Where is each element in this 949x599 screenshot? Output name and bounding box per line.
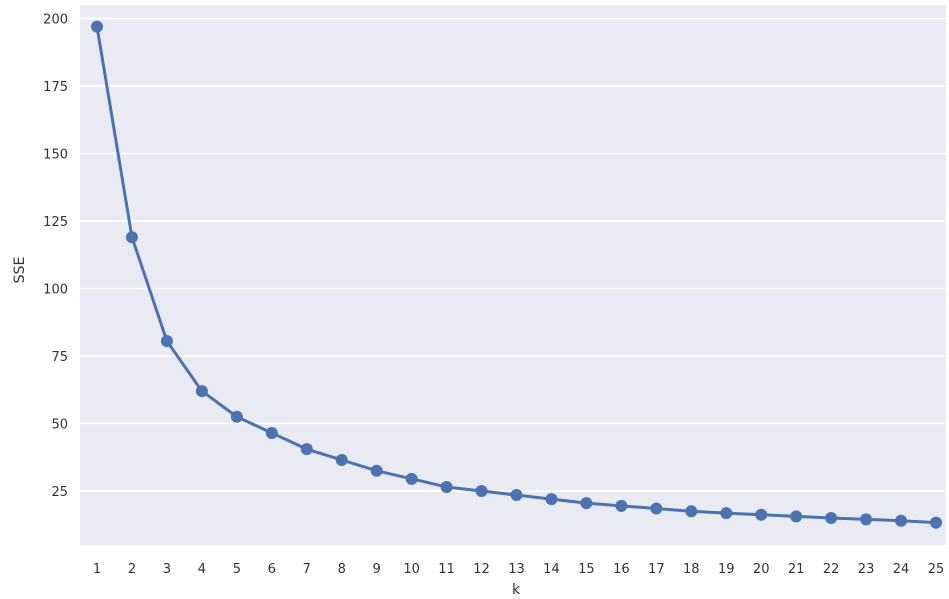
y-tick-label: 175	[43, 80, 68, 95]
data-point	[195, 385, 208, 398]
y-tick-label: 75	[51, 350, 68, 365]
x-tick-label: 16	[613, 562, 630, 577]
data-point	[755, 508, 768, 521]
x-tick-label: 12	[473, 562, 490, 577]
data-point	[265, 426, 278, 439]
x-tick-label: 10	[403, 562, 420, 577]
x-tick-label: 13	[508, 562, 525, 577]
x-tick-label: 8	[338, 562, 346, 577]
data-point	[370, 464, 383, 477]
x-tick-label: 20	[753, 562, 770, 577]
data-point	[930, 516, 942, 529]
x-tick-label: 18	[683, 562, 700, 577]
data-point	[685, 505, 698, 518]
data-point	[440, 480, 453, 493]
data-point	[91, 20, 103, 33]
x-tick-labels: 1 2 3 4 5 6 7 8 9 10 11 12 13 14 15 16 17 18 19 20 21 22 23 24 2…	[93, 562, 944, 577]
x-tick-label: 7	[303, 562, 311, 577]
x-tick-label: 19	[718, 562, 735, 577]
x-tick-label: 14	[543, 562, 560, 577]
data-point	[230, 410, 243, 423]
y-tick-label: 125	[43, 215, 68, 230]
series-layer	[91, 20, 942, 529]
x-tick-label: 3	[163, 562, 171, 577]
y-tick-label: 25	[51, 485, 68, 500]
x-tick-label: 1	[93, 562, 101, 577]
data-point	[860, 513, 873, 526]
x-tick-label: 24	[893, 562, 910, 577]
x-tick-label: 4	[198, 562, 206, 577]
x-tick-label: 25	[928, 562, 945, 577]
x-axis-label: k	[512, 582, 521, 598]
x-tick-label: 23	[858, 562, 875, 577]
data-point	[405, 472, 418, 485]
y-tick-label: 200	[43, 13, 68, 28]
data-point	[300, 443, 313, 456]
y-tick-labels: 25 50 75 100 125 150 175 200	[43, 13, 68, 501]
y-tick-label: 150	[43, 148, 68, 163]
data-point	[475, 485, 488, 497]
data-point	[895, 514, 908, 527]
x-tick-label: 11	[438, 562, 455, 577]
data-point	[125, 231, 138, 244]
data-point	[545, 493, 558, 506]
y-tick-label: 100	[43, 283, 68, 298]
x-tick-label: 15	[578, 562, 595, 577]
data-point	[615, 499, 628, 512]
x-tick-label: 6	[268, 562, 276, 577]
data-point	[160, 335, 173, 348]
x-tick-label: 21	[788, 562, 805, 577]
gridlines	[80, 17, 946, 492]
y-tick-label: 50	[51, 418, 68, 433]
data-point	[720, 507, 733, 520]
data-point	[825, 512, 838, 524]
plot-background	[80, 5, 946, 545]
data-point	[790, 510, 803, 523]
data-point	[650, 502, 663, 515]
x-tick-label: 9	[373, 562, 381, 577]
x-tick-label: 5	[233, 562, 241, 577]
x-tick-label: 2	[128, 562, 136, 577]
data-point	[335, 453, 348, 466]
y-axis-label: SSE	[12, 257, 28, 284]
data-point	[510, 489, 523, 502]
x-tick-label: 17	[648, 562, 665, 577]
x-tick-label: 22	[823, 562, 840, 577]
data-point	[580, 497, 593, 510]
